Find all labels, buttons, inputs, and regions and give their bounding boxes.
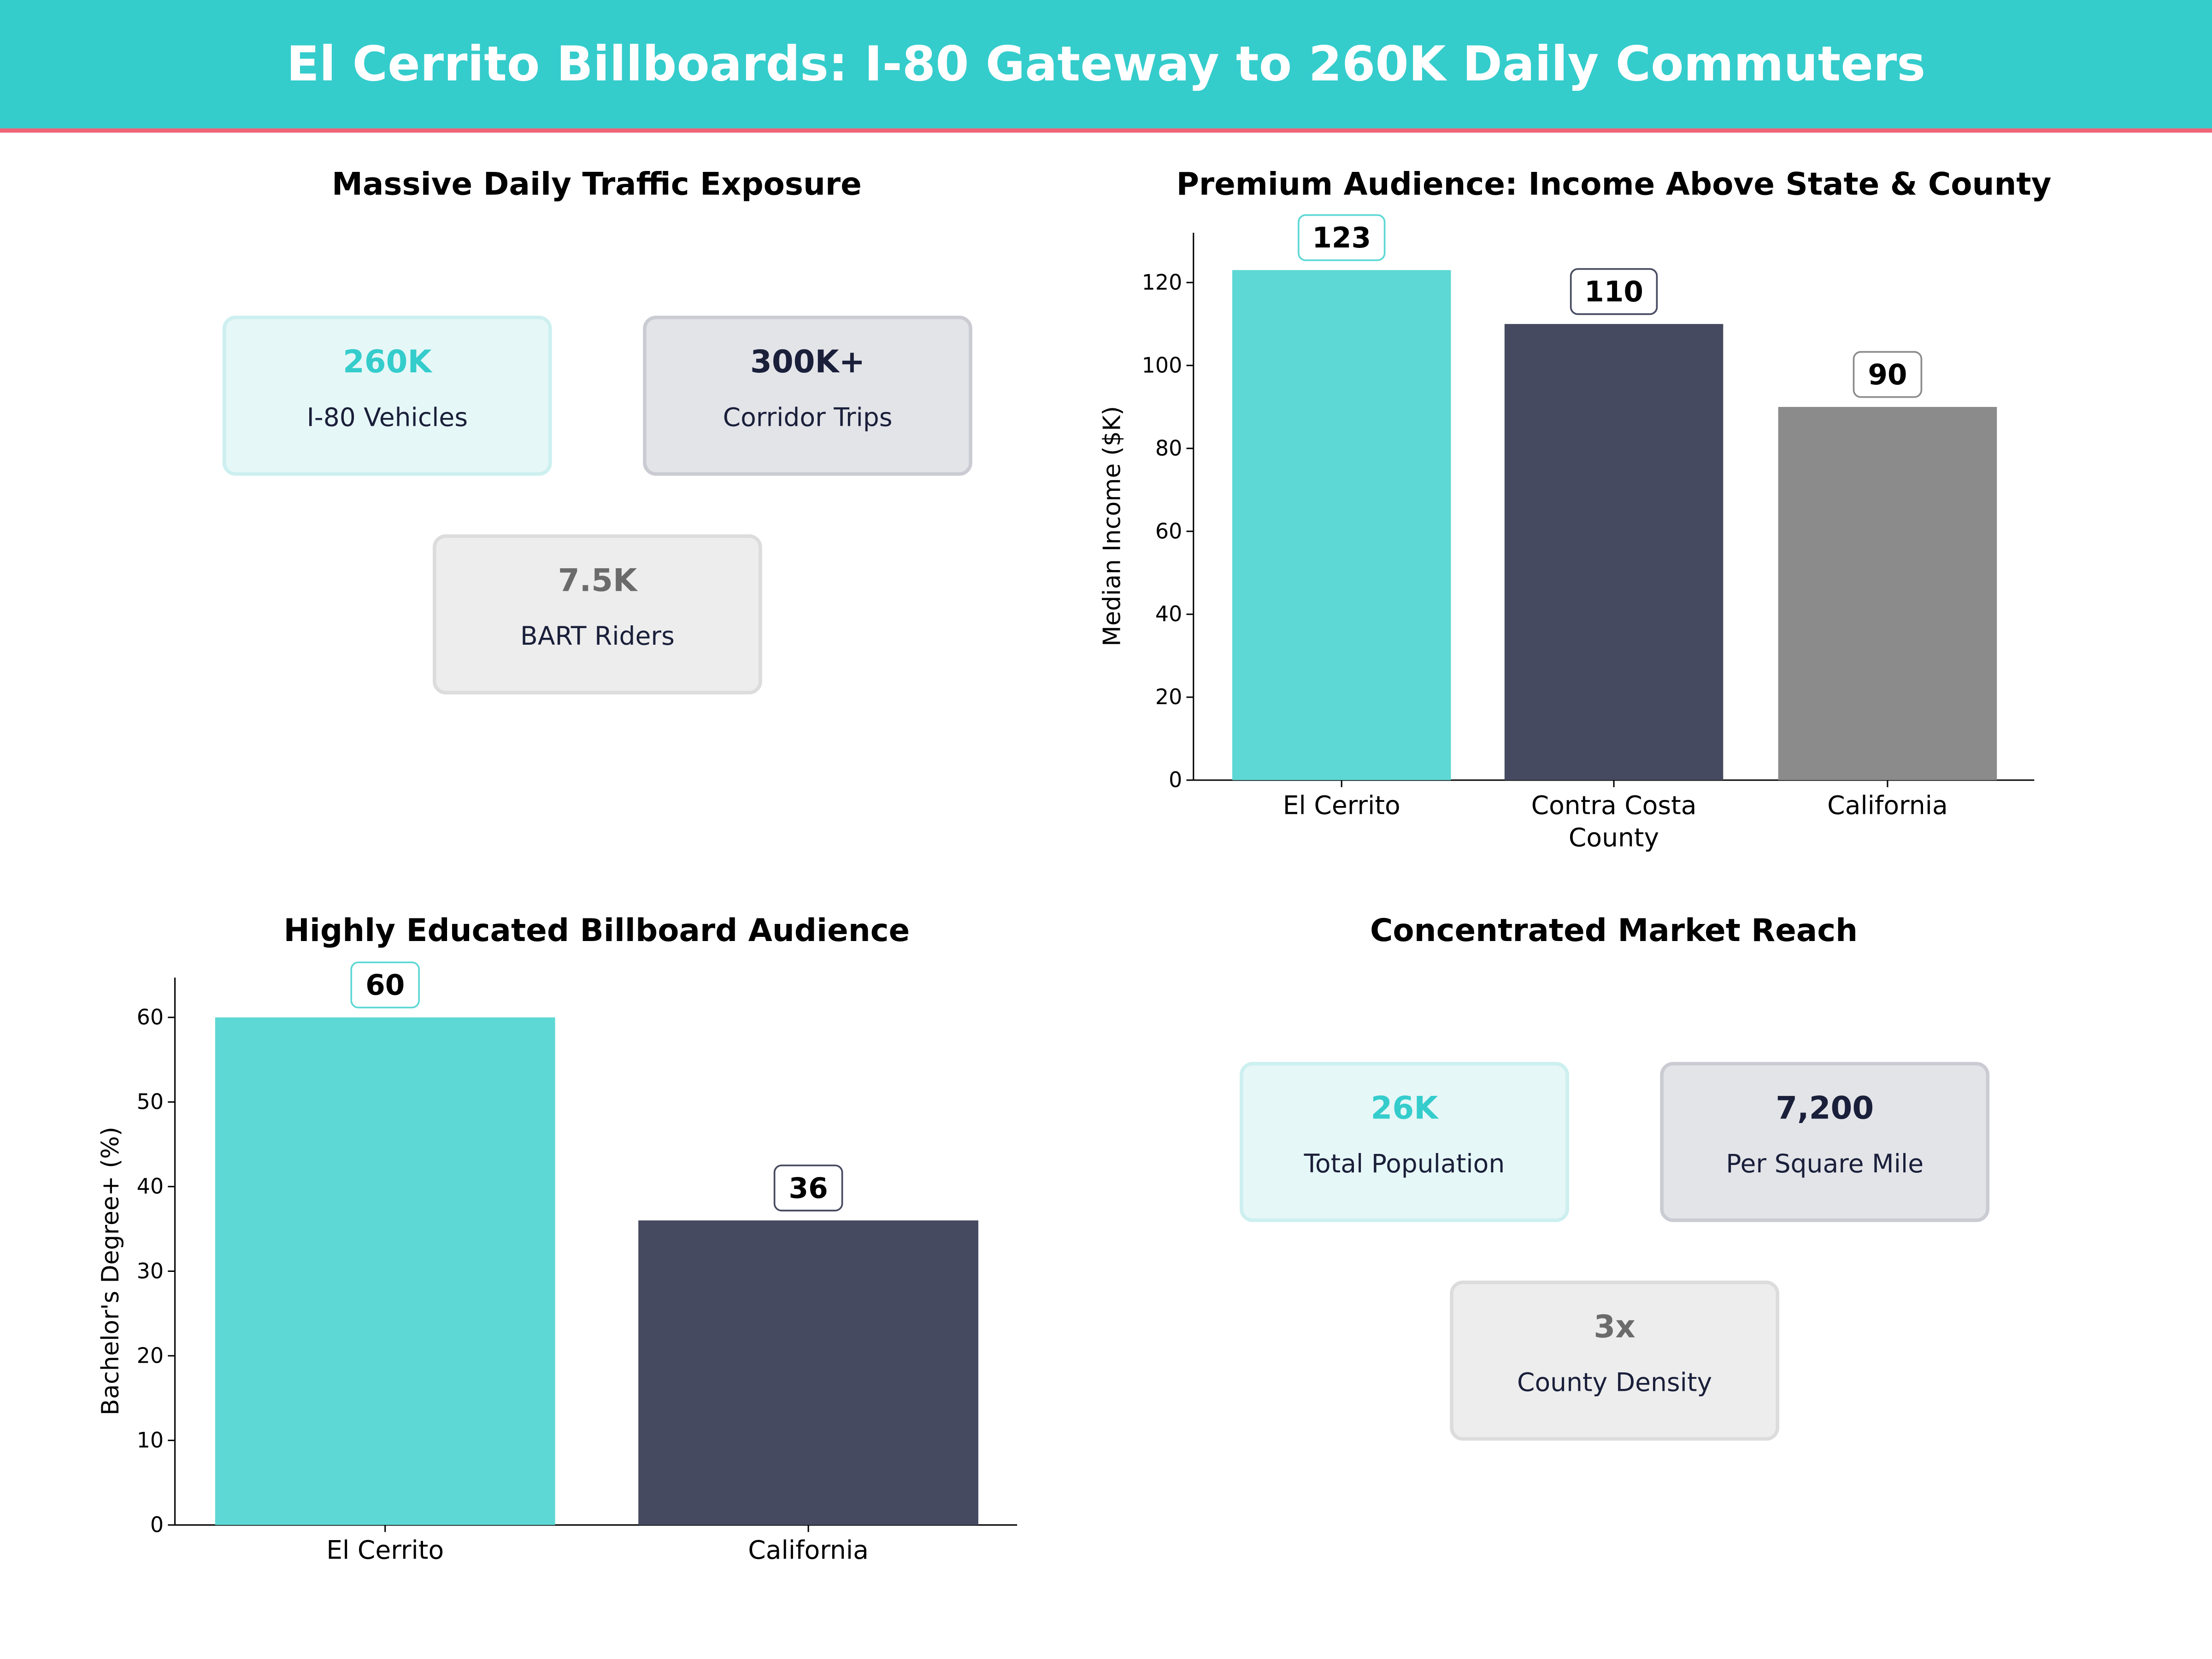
value-label: 123 (1312, 222, 1371, 254)
x-tick-label: California (1827, 790, 1948, 820)
bar (215, 1017, 555, 1525)
y-tick-label: 60 (137, 1005, 164, 1030)
y-tick-label: 50 (137, 1089, 164, 1114)
value-label-box (350, 961, 420, 1009)
traffic-kpi-cards: 260K I-80 Vehicles 300K+ Corridor Trips 7.5K… (222, 315, 972, 694)
y-tick-label: 40 (1155, 601, 1182, 626)
y-tick-label: 30 (137, 1259, 164, 1283)
x-tick-label: County (1569, 823, 1659, 853)
traffic-card: 7.5K BART Riders (433, 534, 762, 694)
bar (1504, 324, 1724, 780)
y-axis-label: Median Income ($K) (1099, 406, 1126, 647)
bar (638, 1220, 978, 1525)
kpi-value: 7,200 (1776, 1090, 1874, 1126)
kpi-label: County Density (1517, 1367, 1712, 1397)
market-panel-title: Concentrated Market Reach (1370, 912, 1858, 948)
value-label: 60 (365, 969, 405, 1002)
value-label: 110 (1584, 276, 1643, 308)
kpi-label: Total Population (1304, 1149, 1505, 1178)
market-card: 26K Total Population (1240, 1062, 1569, 1222)
kpi-value: 300K+ (750, 343, 865, 380)
income-bar-chart: 0 20 40 60 80 100 120 Median Income ($K) El Cerr… (1099, 214, 2035, 853)
value-label: 36 (788, 1172, 828, 1205)
x-tick-label: El Cerrito (326, 1535, 444, 1565)
y-tick-label: 0 (150, 1512, 164, 1537)
bar (1232, 270, 1451, 780)
y-tick-label: 120 (1142, 270, 1182, 294)
x-tick-label: California (748, 1535, 869, 1565)
traffic-panel-title: Massive Daily Traffic Exposure (332, 165, 862, 202)
y-tick-label: 60 (1155, 518, 1182, 543)
card-background (1660, 1062, 1990, 1222)
education-chart-title: Highly Educated Billboard Audience (284, 912, 910, 948)
market-card: 3x County Density (1450, 1280, 1779, 1441)
kpi-label: Per Square Mile (1726, 1149, 1924, 1178)
y-tick-label: 80 (1155, 435, 1182, 460)
card-background (643, 315, 972, 476)
header-accent-line (0, 128, 2212, 133)
y-tick-label: 10 (137, 1428, 164, 1453)
kpi-label: BART Riders (520, 621, 675, 651)
card-background (1450, 1280, 1779, 1441)
bar (1778, 407, 1997, 780)
value-label-box (1298, 214, 1386, 261)
x-tick-label: Contra Costa (1531, 790, 1697, 820)
market-card: 7,200 Per Square Mile (1660, 1062, 1990, 1222)
card-background (433, 534, 762, 694)
y-tick-label: 0 (1169, 767, 1182, 792)
kpi-value: 7.5K (558, 562, 638, 599)
x-tick-label: El Cerrito (1283, 790, 1400, 820)
traffic-card: 260K I-80 Vehicles (222, 315, 552, 476)
market-kpi-cards: 26K Total Population 7,200 Per Square Mile 3… (1240, 1062, 1990, 1441)
education-bar-chart: 0 10 20 30 40 50 60 Bachelor's Degree+ (%) El Ce… (97, 961, 1018, 1565)
y-tick-label: 20 (137, 1343, 164, 1368)
kpi-label: I-80 Vehicles (307, 402, 468, 432)
value-label-box (773, 1165, 843, 1212)
income-chart-title: Premium Audience: Income Above State & C… (1177, 165, 2052, 202)
card-background (1240, 1062, 1569, 1222)
value-label-box (1853, 351, 1923, 398)
y-tick-label: 100 (1142, 353, 1182, 377)
page-title: El Cerrito Billboards: I-80 Gateway to 2… (287, 35, 1925, 92)
value-label-box (1570, 268, 1658, 315)
card-background (222, 315, 552, 476)
traffic-card: 300K+ Corridor Trips (643, 315, 972, 476)
kpi-value: 260K (343, 343, 433, 380)
header-bar (0, 0, 2212, 129)
y-tick-label: 20 (1155, 684, 1182, 709)
y-axis-label: Bachelor's Degree+ (%) (97, 1127, 124, 1415)
kpi-value: 3x (1594, 1308, 1635, 1345)
kpi-label: Corridor Trips (723, 402, 893, 432)
kpi-value: 26K (1371, 1090, 1440, 1126)
y-tick-label: 40 (137, 1174, 164, 1199)
value-label: 90 (1868, 359, 1907, 391)
